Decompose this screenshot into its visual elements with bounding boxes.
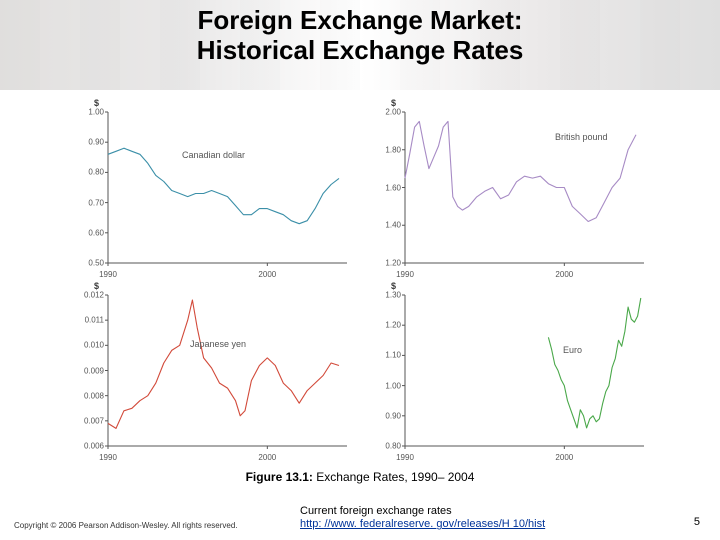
chart-svg	[70, 283, 353, 460]
y-tick-label: 0.90	[385, 411, 401, 420]
y-tick-label: 0.90	[88, 138, 104, 147]
y-tick-label: 1.30	[385, 291, 401, 300]
y-tick-label: 0.60	[88, 228, 104, 237]
y-tick-label: 1.80	[385, 145, 401, 154]
y-tick-label: 1.00	[88, 108, 104, 117]
x-tick-label: 1990	[396, 270, 414, 279]
caption-text: Exchange Rates, 1990– 2004	[313, 470, 474, 484]
y-tick-label: 0.011	[85, 316, 104, 325]
footer-block: Current foreign exchange rates http: //w…	[300, 505, 545, 533]
y-tick-label: 1.20	[385, 259, 401, 268]
y-tick-label: 0.009	[84, 366, 104, 375]
chart-svg	[367, 283, 650, 460]
y-tick-label: 1.00	[385, 381, 401, 390]
y-tick-label: 0.006	[84, 442, 104, 451]
x-tick-label: 2000	[258, 453, 276, 462]
y-tick-label: 1.20	[385, 321, 401, 330]
chart-british-pound: $1.20 1.40 1.60 1.80 2.00 1990 2000 British pou…	[367, 100, 650, 277]
series-label: Canadian dollar	[182, 150, 245, 160]
chart-grid: $0.50 0.60 0.70 0.80 0.90 1.00 1990 2000 Canadia…	[70, 100, 650, 460]
chart-canadian-dollar: $0.50 0.60 0.70 0.80 0.90 1.00 1990 2000 Canadia…	[70, 100, 353, 277]
y-tick-label: 1.40	[385, 221, 401, 230]
chart-svg	[70, 100, 353, 277]
chart-japanese-yen: $0.006 0.007 0.008 0.009 0.010 0.011 0.012 1990…	[70, 283, 353, 460]
x-tick-label: 2000	[258, 270, 276, 279]
series-label: British pound	[555, 132, 608, 142]
y-axis-label: $	[391, 281, 396, 291]
y-tick-label: 1.60	[385, 183, 401, 192]
series-label: Japanese yen	[190, 339, 246, 349]
copyright-text: Copyright © 2006 Pearson Addison-Wesley.…	[14, 521, 238, 530]
x-tick-label: 1990	[99, 270, 117, 279]
y-tick-label: 0.010	[84, 341, 104, 350]
x-tick-label: 2000	[555, 270, 573, 279]
caption-bold: Figure 13.1:	[246, 470, 313, 484]
x-tick-label: 1990	[396, 453, 414, 462]
page-title: Foreign Exchange Market: Historical Exch…	[0, 0, 720, 66]
figure-caption: Figure 13.1: Exchange Rates, 1990– 2004	[0, 470, 720, 484]
chart-svg	[367, 100, 650, 277]
series-label: Euro	[563, 345, 582, 355]
y-axis-label: $	[94, 281, 99, 291]
y-tick-label: 0.012	[84, 291, 104, 300]
x-tick-label: 1990	[99, 453, 117, 462]
title-line-2: Historical Exchange Rates	[0, 36, 720, 66]
footer-line-1: Current foreign exchange rates	[300, 505, 545, 519]
y-tick-label: 0.008	[84, 391, 104, 400]
slide-number: 5	[694, 516, 700, 528]
y-tick-label: 0.80	[385, 442, 401, 451]
y-tick-label: 0.50	[88, 259, 104, 268]
footer-link[interactable]: http: //www. federalreserve. gov/release…	[300, 518, 545, 530]
y-tick-label: 2.00	[385, 108, 401, 117]
y-axis-label: $	[391, 98, 396, 108]
y-tick-label: 0.007	[84, 416, 104, 425]
title-line-1: Foreign Exchange Market:	[0, 6, 720, 36]
chart-euro: $0.80 0.90 1.00 1.10 1.20 1.30 1990 2000 Euro	[367, 283, 650, 460]
y-tick-label: 0.70	[88, 198, 104, 207]
y-axis-label: $	[94, 98, 99, 108]
y-tick-label: 1.10	[385, 351, 401, 360]
y-tick-label: 0.80	[88, 168, 104, 177]
x-tick-label: 2000	[555, 453, 573, 462]
